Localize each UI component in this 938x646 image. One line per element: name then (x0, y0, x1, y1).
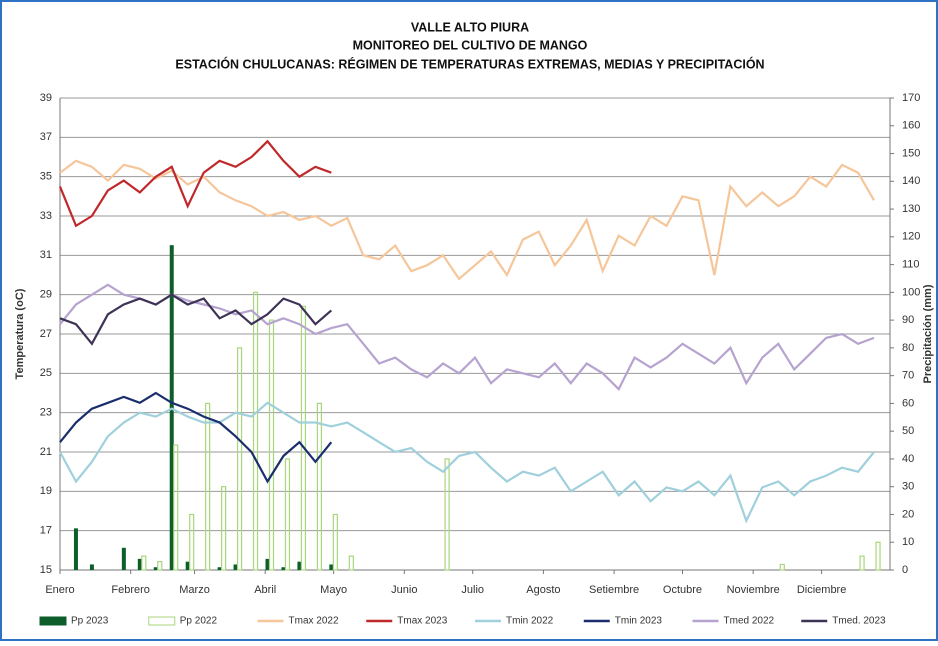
y-tick-label: 25 (40, 367, 52, 379)
legend-label: Pp 2023 (71, 616, 109, 627)
y2-tick-label: 150 (902, 147, 920, 159)
y2-tick-label: 140 (902, 175, 920, 187)
y2-tick-label: 160 (902, 120, 920, 132)
bar (348, 555, 354, 571)
y2-tick-label: 80 (902, 342, 914, 354)
bar (73, 528, 78, 570)
x-tick-label: Setiembre (589, 584, 639, 596)
legend-label: Tmax 2022 (289, 616, 339, 627)
bar (316, 402, 322, 571)
chart-title: VALLE ALTO PIURA (411, 20, 529, 34)
bar (205, 402, 211, 571)
y2-tick-label: 70 (902, 370, 914, 382)
x-tick-label: Octubre (663, 584, 702, 596)
bar (185, 561, 190, 570)
bar (297, 561, 302, 570)
x-tick-label: Diciembre (797, 584, 847, 596)
bar (281, 567, 286, 570)
y2-tick-label: 30 (902, 481, 914, 493)
bar (268, 319, 275, 571)
legend-swatch (148, 616, 176, 626)
chart-title: ESTACIÓN CHULUCANAS: RÉGIMEN DE TEMPERAT… (175, 56, 764, 71)
legend-label: Tmin 2023 (615, 616, 663, 627)
line (59, 401, 875, 524)
line (58, 139, 332, 228)
bar (444, 458, 450, 571)
line (59, 159, 875, 281)
bar (875, 541, 881, 571)
x-tick-label: Abril (254, 584, 276, 596)
line (59, 293, 333, 346)
legend-label: Pp 2022 (180, 616, 218, 627)
y2-tick-label: 90 (902, 314, 914, 326)
y-tick-label: 39 (40, 92, 52, 104)
bar (221, 486, 227, 571)
y2-tick-label: 0 (902, 564, 908, 576)
x-tick-label: Febrero (111, 584, 150, 596)
bar (300, 305, 307, 571)
y2-tick-label: 20 (902, 508, 914, 520)
chart-title: MONITOREO DEL CULTIVO DE MANGO (353, 38, 588, 52)
bar (189, 513, 195, 571)
x-tick-label: Enero (45, 584, 74, 596)
legend-label: Tmax 2023 (397, 616, 447, 627)
bar (157, 561, 163, 571)
x-tick-label: Mayo (320, 584, 347, 596)
bar (89, 564, 94, 570)
y2-axis-label: Precipitación (mm) (922, 284, 934, 383)
y2-tick-label: 10 (902, 536, 914, 548)
y-tick-label: 23 (40, 407, 52, 419)
y-tick-label: 31 (40, 249, 52, 261)
x-tick-label: Noviembre (727, 584, 780, 596)
legend-label: Tmin 2022 (506, 616, 554, 627)
y-tick-label: 21 (40, 446, 52, 458)
legend-label: Tmed 2022 (724, 616, 775, 627)
bar (236, 347, 243, 571)
y2-tick-label: 120 (902, 231, 920, 243)
y-tick-label: 15 (40, 564, 52, 576)
x-tick-label: Agosto (526, 584, 560, 596)
y2-tick-label: 50 (902, 425, 914, 437)
bar (121, 547, 126, 570)
y-tick-label: 17 (40, 525, 52, 537)
y2-tick-label: 60 (902, 397, 914, 409)
bar (859, 555, 865, 571)
x-tick-label: Junio (391, 584, 417, 596)
y-tick-label: 27 (40, 328, 52, 340)
legend-label: Tmed. 2023 (832, 616, 886, 627)
y2-tick-label: 100 (902, 286, 920, 298)
bar (265, 558, 270, 570)
bar (153, 567, 158, 570)
y-tick-label: 19 (40, 485, 52, 497)
legend-swatch (39, 616, 67, 626)
bar (284, 458, 291, 571)
y-tick-label: 35 (40, 171, 52, 183)
line (59, 391, 333, 484)
bar (779, 563, 785, 571)
bar (332, 513, 338, 571)
bar (141, 555, 147, 571)
bar (173, 444, 179, 571)
bar (233, 564, 238, 570)
y2-tick-label: 170 (902, 92, 920, 104)
bar (252, 291, 259, 571)
y-axis-label: Temperatura (oC) (14, 288, 26, 379)
bar (217, 567, 222, 570)
x-tick-label: Marzo (179, 584, 210, 596)
bar (137, 558, 142, 570)
y-tick-label: 29 (40, 289, 52, 301)
y-tick-label: 33 (40, 210, 52, 222)
y2-tick-label: 40 (902, 453, 914, 465)
y2-tick-label: 130 (902, 203, 920, 215)
y2-tick-label: 110 (902, 258, 920, 270)
x-tick-label: Julio (461, 584, 484, 596)
bar (329, 564, 334, 570)
y-tick-label: 37 (40, 131, 52, 143)
